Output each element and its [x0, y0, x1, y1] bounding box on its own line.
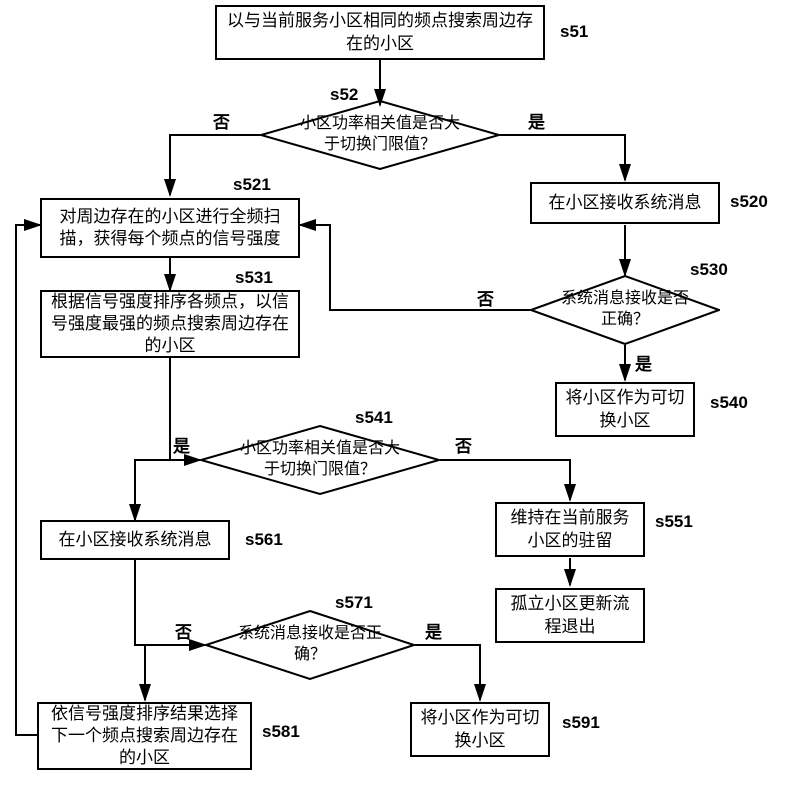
node-s541-text: 小区功率相关值是否大于切换门限值？	[235, 439, 405, 481]
node-s571-text: 系统消息接收是否正确？	[235, 624, 385, 666]
node-s530-text: 系统消息接收是否正确？	[555, 289, 695, 331]
node-s52-text: 小区功率相关值是否大于切换门限值？	[295, 114, 465, 156]
